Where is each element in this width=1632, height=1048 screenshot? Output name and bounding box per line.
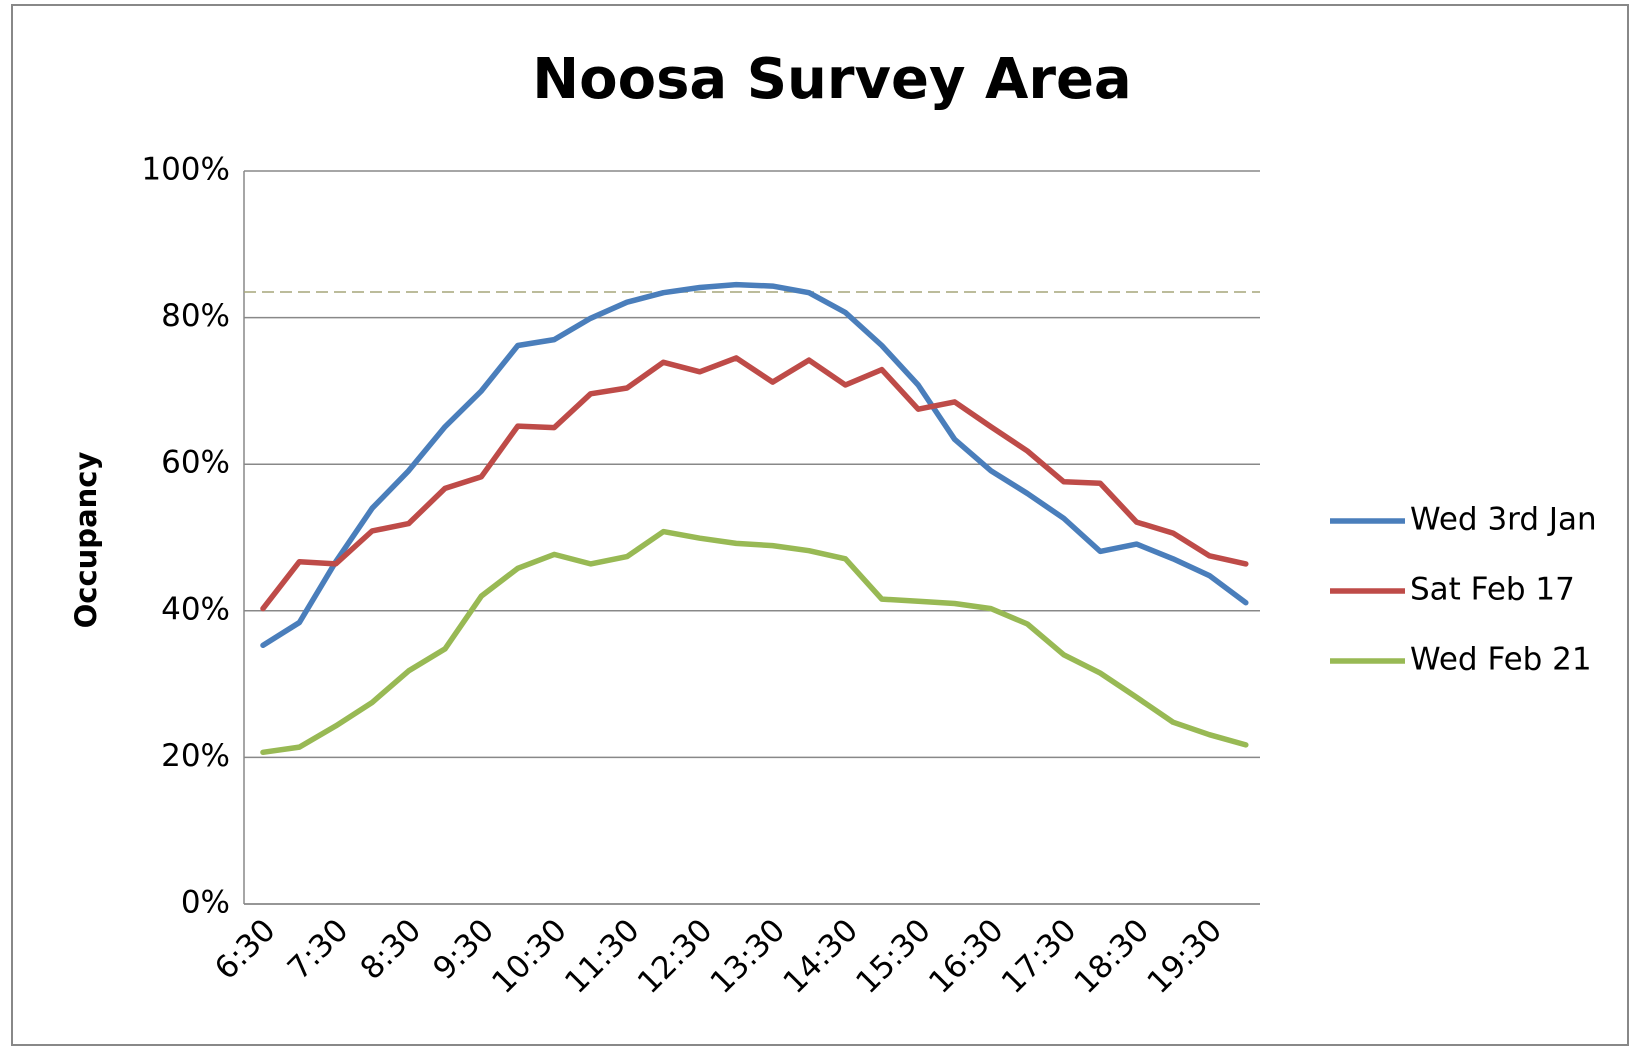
- series-line: [260, 528, 1249, 756]
- series-line: [260, 355, 1249, 612]
- y-axis-label: Occupancy: [69, 452, 103, 629]
- legend-label: Wed 3rd Jan: [1410, 502, 1597, 538]
- y-tick-label: 60%: [161, 445, 230, 481]
- y-tick-label: 80%: [161, 298, 230, 334]
- legend-label: Wed Feb 21: [1410, 642, 1592, 678]
- legend-label: Sat Feb 17: [1410, 572, 1575, 608]
- y-tick-label: 100%: [141, 152, 230, 188]
- y-tick-label: 0%: [181, 885, 230, 921]
- chart-title: Noosa Survey Area: [532, 47, 1131, 112]
- series-line: [260, 281, 1249, 649]
- y-tick-label: 40%: [161, 591, 230, 627]
- y-tick-label: 20%: [161, 738, 230, 774]
- chart-frame: [11, 4, 1629, 1046]
